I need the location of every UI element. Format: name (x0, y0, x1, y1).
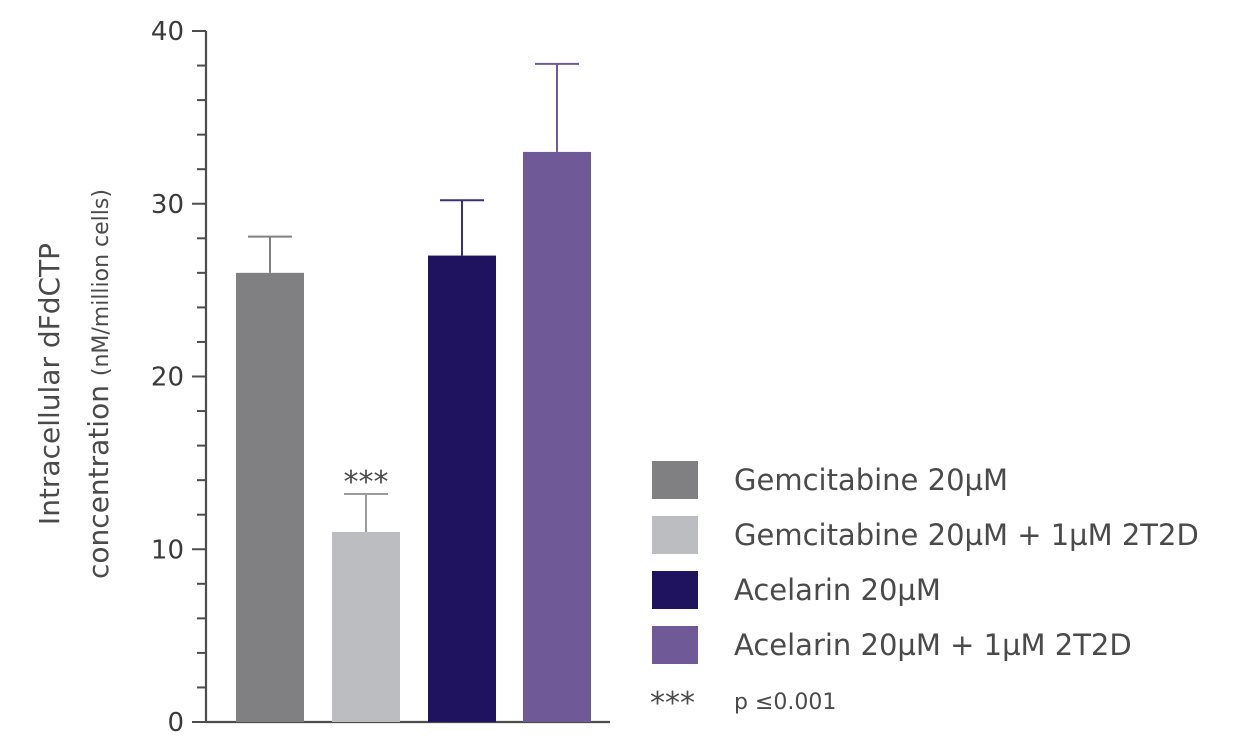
legend-swatch-3 (652, 571, 698, 609)
legend-label-4: Acelarin 20µM + 1µM 2T2D (734, 628, 1132, 662)
y-axis-label: Intracellular dFdCTP (33, 243, 66, 525)
legend-swatch-1 (652, 461, 698, 499)
significance-note-text: p ≤0.001 (734, 690, 836, 715)
significance-note-symbol: *** (650, 686, 695, 721)
legend-label-2: Gemcitabine 20µM + 1µM 2T2D (734, 518, 1199, 552)
y-tick-label: 10 (151, 535, 184, 565)
bar-3 (428, 255, 496, 722)
bar-2 (332, 531, 400, 722)
y-axis-label-units: concentration (nM/million cells) (82, 189, 115, 579)
y-tick-label: 40 (151, 17, 184, 47)
y-tick-label: 20 (151, 363, 184, 393)
legend-swatch-4 (652, 626, 698, 664)
bar-1 (236, 272, 304, 722)
y-tick-label: 0 (167, 708, 184, 738)
y-tick-label: 30 (151, 190, 184, 220)
legend-label-1: Gemcitabine 20µM (734, 463, 1008, 497)
legend-swatch-2 (652, 516, 698, 554)
significance-marker: *** (344, 465, 389, 500)
bar-4 (523, 151, 591, 723)
legend-label-3: Acelarin 20µM (734, 573, 941, 607)
